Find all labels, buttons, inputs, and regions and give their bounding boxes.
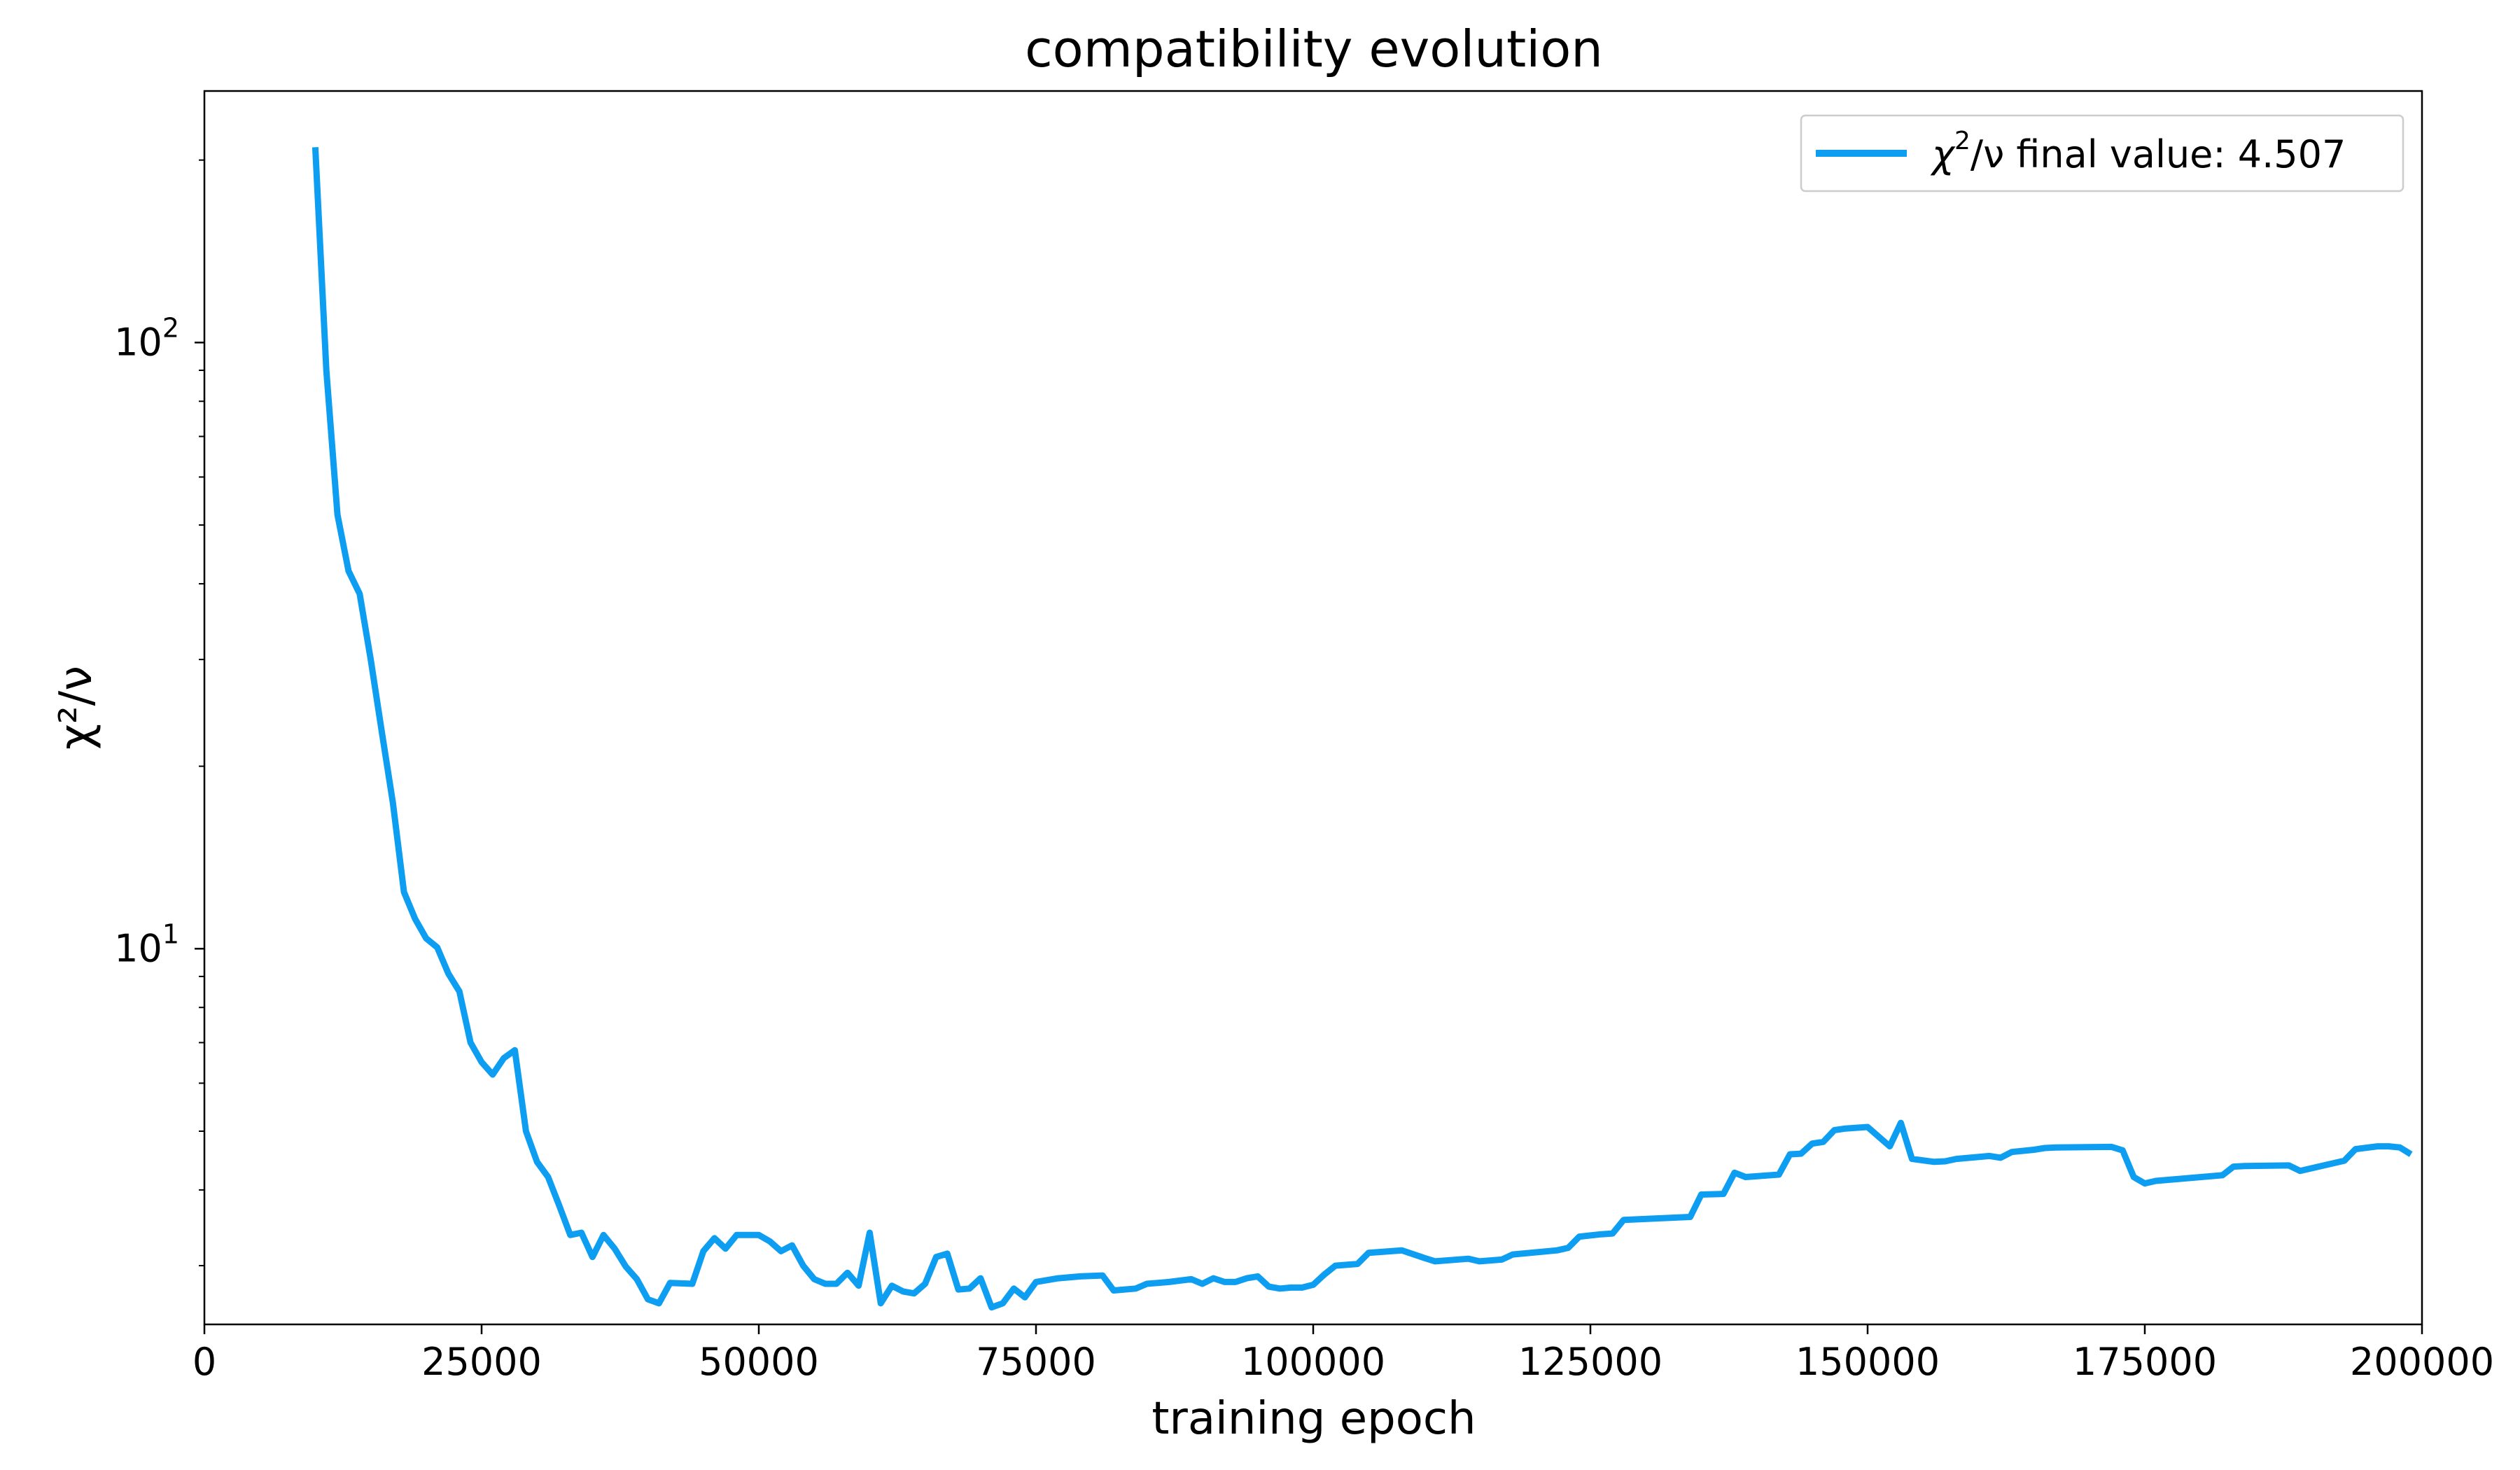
y-tick-exponent: 1 bbox=[162, 918, 179, 949]
x-tick-label: 200000 bbox=[2350, 1340, 2494, 1384]
legend-entry-label: χ2/ν final value: 4.507 bbox=[1930, 127, 2346, 176]
legend-superscript: 2 bbox=[1954, 127, 1970, 155]
x-tick-label: 50000 bbox=[699, 1340, 819, 1384]
x-tick-label: 125000 bbox=[1518, 1340, 1662, 1384]
y-axis-label: χ²/ν bbox=[50, 666, 102, 750]
y-tick-base: 10 bbox=[114, 320, 162, 364]
plot-area bbox=[204, 91, 2422, 1324]
x-tick-label: 75000 bbox=[976, 1340, 1096, 1384]
y-tick-label: 101 bbox=[114, 918, 179, 970]
legend-label-rest: /ν final value: 4.507 bbox=[1970, 132, 2346, 176]
legend-chi-symbol: χ bbox=[1930, 132, 1956, 176]
legend-box bbox=[1800, 114, 2404, 192]
x-tick-label: 0 bbox=[192, 1340, 216, 1384]
x-axis-ticks: 0 25000 50000 75000 100000 125000 150000 175000… bbox=[192, 1324, 2494, 1384]
x-tick-label: 150000 bbox=[1795, 1340, 1940, 1384]
chart-title: compatibility evolution bbox=[1025, 20, 1603, 78]
x-axis-label: training epoch bbox=[1152, 1393, 1476, 1445]
x-tick-label: 175000 bbox=[2073, 1340, 2217, 1384]
legend: χ2/ν final value: 4.507 bbox=[1800, 114, 2404, 192]
plot-background bbox=[204, 91, 2422, 1324]
plot-frame bbox=[203, 90, 2423, 1326]
y-tick-exponent: 2 bbox=[162, 312, 179, 343]
series-line-0 bbox=[312, 147, 2413, 1311]
series-layer bbox=[312, 147, 2413, 1311]
x-tick-label: 100000 bbox=[1241, 1340, 1385, 1384]
y-tick-label: 102 bbox=[114, 312, 179, 364]
y-tick-base: 10 bbox=[114, 926, 162, 970]
x-tick-label: 25000 bbox=[421, 1340, 542, 1384]
